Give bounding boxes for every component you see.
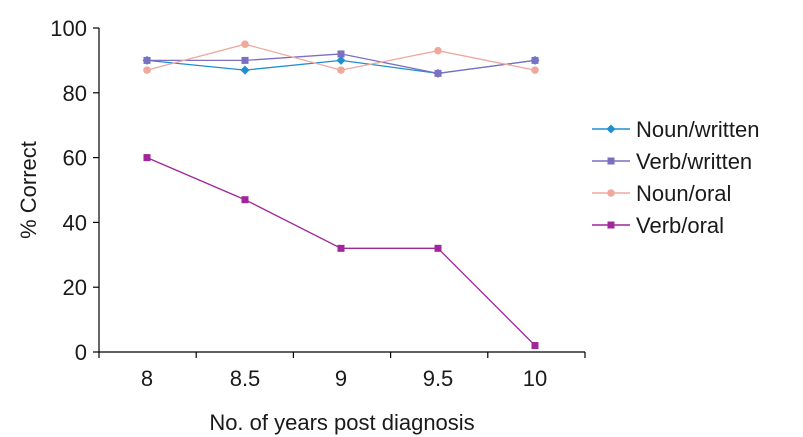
x-axis-title: No. of years post diagnosis <box>209 410 474 435</box>
data-point <box>434 69 442 77</box>
legend-item: Verb/written <box>592 149 752 174</box>
data-point <box>336 55 346 65</box>
data-point <box>337 66 345 74</box>
x-tick-label: 9 <box>335 366 347 391</box>
legend-label: Verb/oral <box>636 213 724 238</box>
legend-marker <box>607 189 615 197</box>
data-point <box>241 56 249 64</box>
legend-item: Verb/oral <box>592 213 724 238</box>
legend-marker <box>607 221 615 229</box>
data-point <box>337 244 345 252</box>
legend-label: Noun/written <box>636 117 760 142</box>
legend-item: Noun/oral <box>592 181 731 206</box>
data-point <box>531 342 539 350</box>
legend: Noun/written Verb/written Noun/oral Verb/or… <box>592 117 760 238</box>
y-tick-label: 100 <box>50 16 87 41</box>
data-point <box>241 40 249 48</box>
x-axis: 8 8.5 9 9.5 10 <box>98 351 586 391</box>
y-tick-label: 80 <box>63 81 87 106</box>
legend-label: Verb/written <box>636 149 752 174</box>
y-tick-label: 0 <box>75 340 87 365</box>
series-verb-written <box>143 50 539 77</box>
x-tick-label: 10 <box>523 366 547 391</box>
plot-series <box>142 40 540 350</box>
x-tick-label: 8 <box>141 366 153 391</box>
data-point <box>531 56 539 64</box>
legend-item: Noun/written <box>592 117 760 142</box>
y-ticks: 0 20 40 60 80 100 <box>50 16 99 365</box>
data-point <box>241 196 249 204</box>
data-point <box>434 46 442 55</box>
data-point <box>143 56 151 64</box>
y-axis-title: % Correct <box>16 141 41 239</box>
data-point <box>143 154 151 162</box>
series-noun-oral <box>143 40 539 74</box>
y-axis: 0 20 40 60 80 100 <box>50 16 100 365</box>
data-point <box>337 50 345 58</box>
series-verb-oral <box>143 154 539 350</box>
y-tick-label: 40 <box>63 210 87 235</box>
legend-marker <box>607 157 615 165</box>
data-point <box>531 66 539 74</box>
legend-label: Noun/oral <box>636 181 731 206</box>
x-tick-label: 8.5 <box>230 366 261 391</box>
data-point <box>143 66 151 74</box>
y-tick-label: 20 <box>63 275 87 300</box>
legend-marker <box>606 124 616 134</box>
x-tick-label: 9.5 <box>423 366 454 391</box>
x-ticks: 8 8.5 9 9.5 10 <box>98 352 586 391</box>
data-point <box>240 65 250 75</box>
data-point <box>434 244 442 252</box>
y-tick-label: 60 <box>63 146 87 171</box>
